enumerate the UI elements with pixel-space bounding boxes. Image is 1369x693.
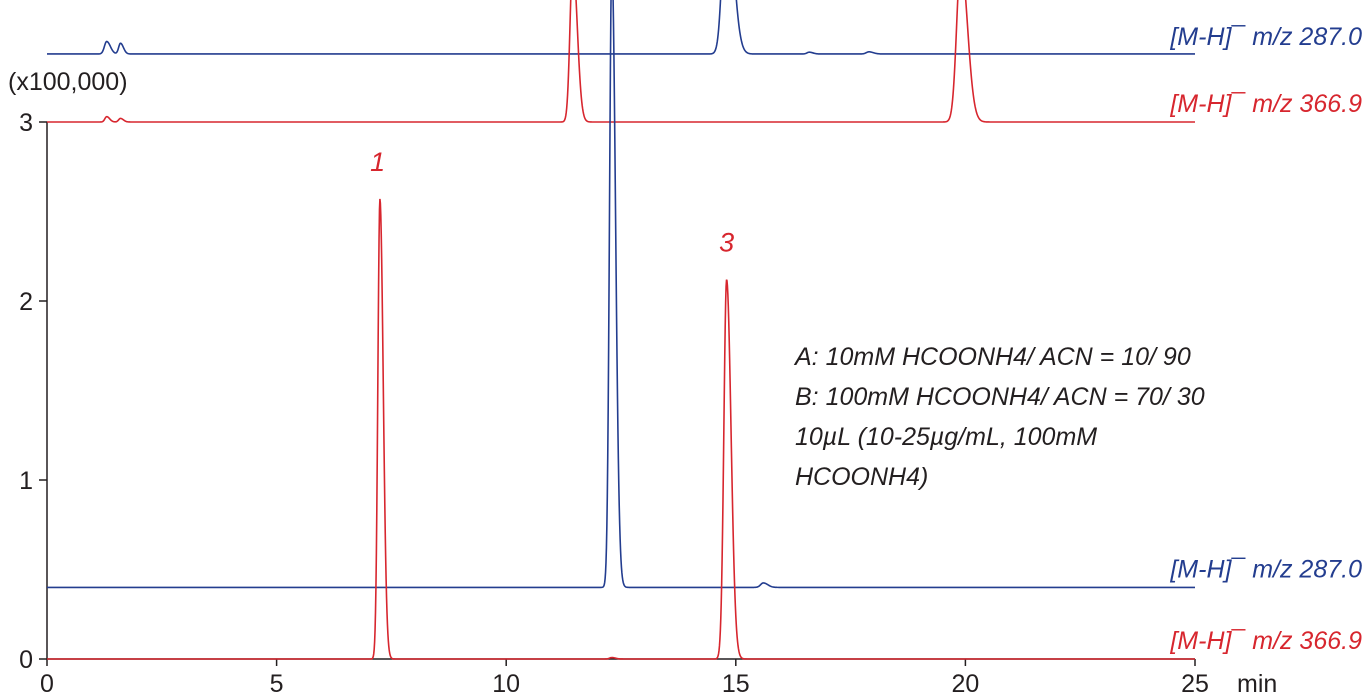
peak-label: 1 <box>370 147 385 177</box>
y-axis-scale: (x100,000) <box>8 68 128 96</box>
x-tick-label: 15 <box>722 670 750 693</box>
peak-label: 3 <box>719 228 734 258</box>
trace-label-0: [M-H]¯ m/z 287.0 <box>1169 23 1362 51</box>
trace-line-3 <box>47 198 1195 660</box>
trace-label-2: [M-H]¯ m/z 287.0 <box>1169 555 1362 583</box>
x-tick-label: 0 <box>40 670 54 693</box>
trace-line-0 <box>47 0 1195 55</box>
y-tick-label: 0 <box>19 646 33 674</box>
y-tick-label: 3 <box>19 109 33 137</box>
condition-line: B: 100mM HCOONH4/ ACN = 70/ 30 <box>795 383 1205 411</box>
condition-line: 10µL (10-25µg/mL, 100mM <box>795 423 1097 451</box>
trace-label-3: [M-H]¯ m/z 366.9 <box>1169 627 1362 655</box>
axes: 0 5 10 15 20 25 min 0 1 2 3 (x100,000) <box>8 68 1277 693</box>
condition-line: HCOONH4) <box>795 463 928 491</box>
traces <box>47 0 1195 660</box>
x-tick-label: 10 <box>492 670 520 693</box>
x-tick-label: 5 <box>270 670 284 693</box>
x-axis-unit: min <box>1237 670 1277 693</box>
labels: [M-H]¯ m/z 287.0 [M-H]¯ m/z 366.9 [M-H]¯ m… <box>370 23 1362 655</box>
trace-line-1 <box>47 0 1195 123</box>
y-tick-label: 2 <box>19 288 33 316</box>
x-tick-label: 25 <box>1181 670 1209 693</box>
y-tick-label: 1 <box>19 467 33 495</box>
x-tick-label: 20 <box>951 670 979 693</box>
trace-line-2 <box>47 0 1195 589</box>
trace-label-1: [M-H]¯ m/z 366.9 <box>1169 90 1362 118</box>
condition-line: A: 10mM HCOONH4/ ACN = 10/ 90 <box>793 343 1191 371</box>
